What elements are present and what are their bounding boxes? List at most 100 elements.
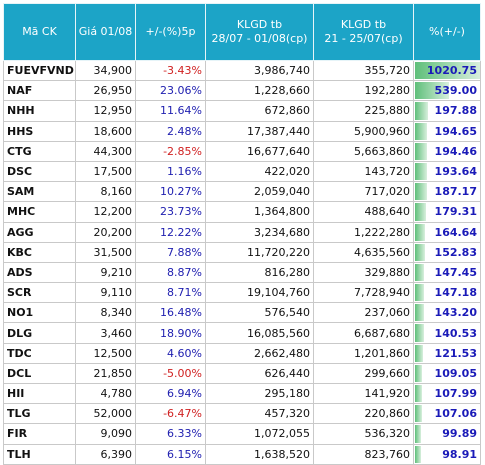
table-cell: 107.06 xyxy=(413,403,481,425)
table-cell: 23.06% xyxy=(135,80,206,102)
table-cell: 141,920 xyxy=(313,382,414,405)
table-row: DLG 3,460 18.90% 16,085,560 6,687,680 140.53 xyxy=(3,322,481,344)
table-row: FIR 9,090 6.33% 1,072,055 536,320 99.89 xyxy=(3,423,481,445)
table-cell: 1,222,280 xyxy=(313,221,414,243)
table-cell: 12,200 xyxy=(75,201,136,223)
table-cell: 488,640 xyxy=(313,201,414,223)
table-cell: 179.31 xyxy=(413,201,481,223)
header-cell: KLGD tb 28/07 - 01/08(cp) xyxy=(205,3,314,61)
table-cell: FUEVFVND xyxy=(3,59,76,82)
table-cell: 192,280 xyxy=(313,80,414,102)
table-cell: TLH xyxy=(3,443,76,465)
table-cell: 6.33% xyxy=(135,423,206,445)
cell-value: 197.88 xyxy=(434,104,477,118)
data-bar xyxy=(415,425,422,443)
table-cell: 457,320 xyxy=(205,403,314,425)
table-cell: 7,728,940 xyxy=(313,282,414,304)
table-cell: -5.00% xyxy=(135,362,206,385)
table-cell: FIR xyxy=(3,423,76,445)
table-cell: 16,085,560 xyxy=(205,322,314,344)
table-row: TDC 12,500 4.60% 2,662,480 1,201,860 121.53 xyxy=(3,342,481,364)
data-bar xyxy=(415,364,422,382)
table-cell: NHH xyxy=(3,100,76,122)
table-row: SCR 9,110 8.71% 19,104,760 7,728,940 147.18 xyxy=(3,282,481,304)
data-bar xyxy=(415,243,425,261)
table-cell: DCL xyxy=(3,362,76,385)
table-cell: 3,234,680 xyxy=(205,221,314,243)
table-cell: 11.64% xyxy=(135,100,206,122)
table-cell: 8,340 xyxy=(75,302,136,324)
table-cell: 220,860 xyxy=(313,403,414,425)
table-cell: 18,600 xyxy=(75,120,136,142)
table-cell: 197.88 xyxy=(413,100,481,122)
table-row: FUEVFVND 34,900 -3.43% 3,986,740 355,720 1020… xyxy=(3,59,481,82)
header-line: 21 - 25/07(cp) xyxy=(324,32,403,45)
cell-value: 179.31 xyxy=(434,205,477,219)
table-row: AGG 20,200 12.22% 3,234,680 1,222,280 164.64 xyxy=(3,221,481,243)
data-bar xyxy=(415,203,427,221)
data-bar xyxy=(415,162,428,181)
table-cell: 121.53 xyxy=(413,342,481,364)
table-cell: 225,880 xyxy=(313,100,414,122)
table-cell: 576,540 xyxy=(205,302,314,324)
table-cell: 5,663,860 xyxy=(313,140,414,162)
table-cell: 143,720 xyxy=(313,160,414,183)
header-cell: +/-(%)5p xyxy=(135,3,206,61)
data-bar xyxy=(415,102,428,120)
header-cell: %(+/-) xyxy=(413,3,481,61)
table-cell: 12,950 xyxy=(75,100,136,122)
table-cell: 295,180 xyxy=(205,382,314,405)
header-line: KLGD tb xyxy=(236,18,283,31)
table-row: KBC 31,500 7.88% 11,720,220 4,635,560 152.83 xyxy=(3,241,481,263)
table-cell: 7.88% xyxy=(135,241,206,263)
table-cell: 98.91 xyxy=(413,443,481,465)
table-cell: CTG xyxy=(3,140,76,162)
table-cell: 107.99 xyxy=(413,382,481,405)
cell-value: 107.06 xyxy=(434,407,477,421)
table-cell: 422,020 xyxy=(205,160,314,183)
table-cell: 11,720,220 xyxy=(205,241,314,263)
table-cell: 109.05 xyxy=(413,362,481,385)
table-cell: 1,364,800 xyxy=(205,201,314,223)
header-cell: KLGD tb 21 - 25/07(cp) xyxy=(313,3,414,61)
data-bar xyxy=(415,344,423,362)
table-cell: DLG xyxy=(3,322,76,344)
table-cell: 6.94% xyxy=(135,382,206,405)
table-cell: 1,201,860 xyxy=(313,342,414,364)
table-cell: 194.65 xyxy=(413,120,481,142)
table-cell: 147.18 xyxy=(413,282,481,304)
table-cell: 31,500 xyxy=(75,241,136,263)
table-cell: 1,072,055 xyxy=(205,423,314,445)
cell-value: 152.83 xyxy=(434,245,477,259)
table-row: NAF 26,950 23.06% 1,228,660 192,280 539.00 xyxy=(3,80,481,102)
table-cell: 4.60% xyxy=(135,342,206,364)
header-line: KLGD tb xyxy=(340,18,387,31)
table-cell: 9,090 xyxy=(75,423,136,445)
table-cell: 16,677,640 xyxy=(205,140,314,162)
table-cell: SAM xyxy=(3,181,76,203)
header-line: 28/07 - 01/08(cp) xyxy=(211,32,308,45)
table-cell: 10.27% xyxy=(135,181,206,203)
table-cell: 21,850 xyxy=(75,362,136,385)
table-cell: 6,390 xyxy=(75,443,136,465)
header-line: +/-(%)5p xyxy=(145,25,196,38)
table-cell: AGG xyxy=(3,221,76,243)
table-row: TLH 6,390 6.15% 1,638,520 823,760 98.91 xyxy=(3,443,481,465)
table-row: NHH 12,950 11.64% 672,860 225,880 197.88 xyxy=(3,100,481,122)
table-cell: 17,387,440 xyxy=(205,120,314,142)
cell-value: 143.20 xyxy=(434,306,477,320)
table-cell: 1.16% xyxy=(135,160,206,183)
data-bar xyxy=(415,385,422,403)
cell-value: 1020.75 xyxy=(426,64,477,78)
header-line: Mã CK xyxy=(22,25,57,38)
table-cell: 26,950 xyxy=(75,80,136,102)
table-row: DSC 17,500 1.16% 422,020 143,720 193.64 xyxy=(3,160,481,183)
table-cell: 237,060 xyxy=(313,302,414,324)
table-cell: 9,110 xyxy=(75,282,136,304)
data-bar xyxy=(415,122,428,140)
table-cell: 12.22% xyxy=(135,221,206,243)
table-cell: -6.47% xyxy=(135,403,206,425)
table-cell: 23.73% xyxy=(135,201,206,223)
header-line: %(+/-) xyxy=(429,25,465,38)
